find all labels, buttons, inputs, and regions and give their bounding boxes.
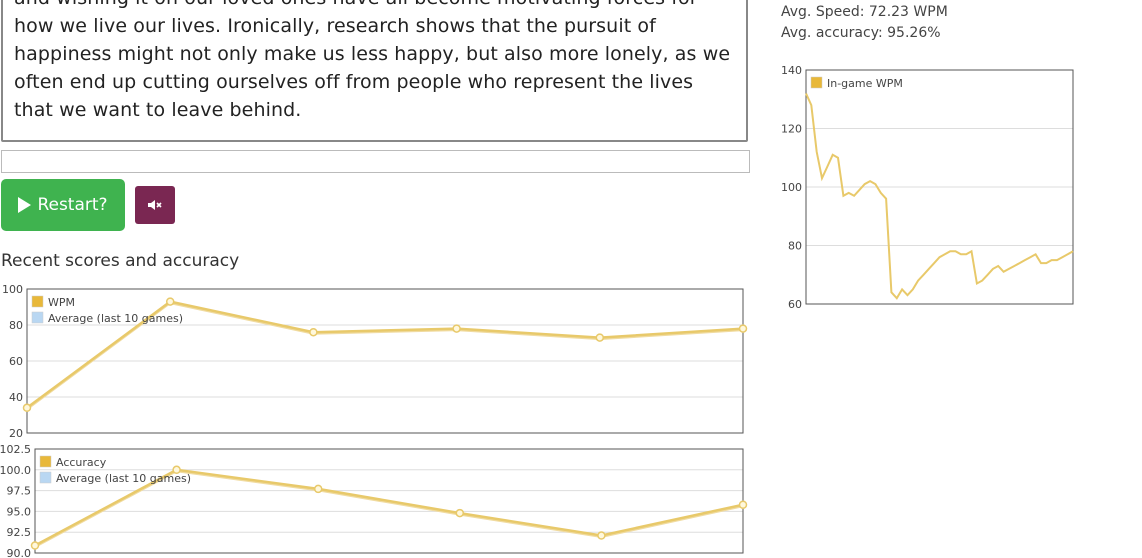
data-point bbox=[597, 531, 606, 540]
data-point bbox=[165, 297, 175, 306]
stats-panel: Avg. Speed: 72.23 WPM Avg. accuracy: 95.… bbox=[781, 2, 948, 44]
legend-label: Accuracy bbox=[56, 456, 107, 469]
avg-accuracy: Avg. accuracy: 95.26% bbox=[781, 25, 941, 41]
typing-input[interactable] bbox=[1, 150, 750, 173]
legend-label: WPM bbox=[48, 296, 75, 309]
series-line bbox=[805, 92, 1074, 300]
data-point bbox=[22, 403, 32, 413]
avg-speed: Avg. Speed: 72.23 WPM bbox=[781, 4, 948, 20]
y-tick-label: 80 bbox=[9, 319, 23, 332]
series-line bbox=[34, 468, 744, 547]
y-tick-label: 120 bbox=[781, 123, 802, 136]
data-point bbox=[455, 508, 465, 518]
y-tick-label: 100 bbox=[781, 181, 802, 194]
data-point bbox=[738, 324, 748, 333]
y-tick-label: 60 bbox=[788, 298, 802, 311]
y-tick-label: 100 bbox=[2, 283, 23, 296]
plot-frame bbox=[805, 69, 1074, 305]
y-tick-label: 100.0 bbox=[0, 464, 31, 477]
play-icon bbox=[18, 197, 32, 213]
y-tick-label: 140 bbox=[781, 64, 802, 77]
y-tick-label: 40 bbox=[9, 391, 23, 404]
plot-frame bbox=[26, 288, 744, 434]
y-tick-label: 102.5 bbox=[0, 443, 31, 456]
restart-label: Restart? bbox=[37, 195, 108, 215]
legend-label: In-game WPM bbox=[827, 77, 903, 90]
data-point bbox=[309, 327, 318, 337]
y-tick-label: 80 bbox=[788, 240, 802, 253]
data-point bbox=[452, 324, 461, 333]
y-tick-label: 92.5 bbox=[7, 526, 32, 539]
y-tick-label: 90.0 bbox=[7, 547, 32, 558]
data-point bbox=[313, 484, 323, 494]
data-point bbox=[172, 465, 181, 475]
accuracy-chart: 102.5 100.0 97.5 95.0 92.5 90.0 Accuracy Averag… bbox=[0, 443, 748, 558]
legend-swatch bbox=[31, 311, 44, 324]
series-line bbox=[26, 300, 744, 409]
ingame-wpm-chart: 140 120 100 80 60 In-game WPM bbox=[781, 64, 1074, 311]
passage-box: and wishing it on our loved ones have al… bbox=[1, 0, 748, 142]
restart-button[interactable]: Restart? bbox=[1, 179, 125, 231]
mute-button[interactable] bbox=[135, 186, 175, 224]
data-point bbox=[30, 541, 40, 550]
legend-label: Average (last 10 games) bbox=[48, 312, 183, 325]
legend-swatch bbox=[39, 471, 52, 484]
legend-swatch bbox=[31, 295, 44, 308]
y-tick-label: 60 bbox=[9, 355, 23, 368]
speaker-muted-icon bbox=[148, 200, 162, 210]
series-line-average bbox=[34, 470, 744, 548]
legend-swatch bbox=[39, 455, 52, 468]
y-tick-label: 95.0 bbox=[7, 505, 32, 518]
recent-scores-title: Recent scores and accuracy bbox=[1, 251, 240, 271]
data-point bbox=[595, 333, 605, 342]
data-point bbox=[738, 500, 748, 509]
passage-text: and wishing it on our loved ones have al… bbox=[14, 0, 731, 121]
legend-label: Average (last 10 games) bbox=[56, 472, 191, 485]
y-tick-label: 20 bbox=[9, 427, 23, 440]
y-tick-label: 97.5 bbox=[7, 485, 32, 498]
legend-swatch bbox=[810, 76, 823, 89]
wpm-chart: 100 80 60 40 20 WPM Average (last 10 games) bbox=[2, 283, 748, 440]
